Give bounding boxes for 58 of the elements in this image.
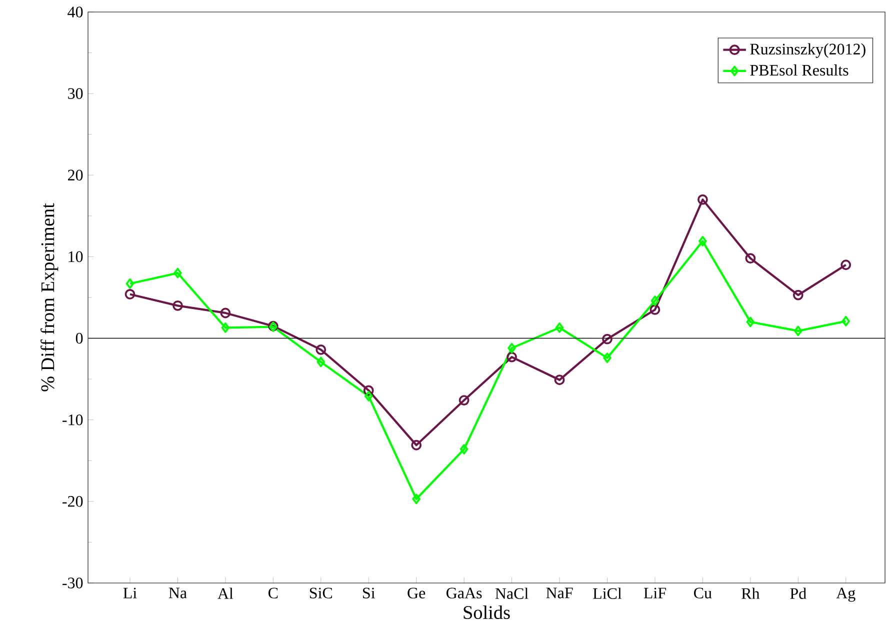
point (316, 344, 326, 355)
y-tick-label: 10 (68, 251, 83, 262)
point (650, 304, 660, 315)
point (698, 236, 707, 246)
y-tick-label: 40 (68, 6, 83, 18)
x-tick-label: Li (123, 588, 137, 598)
x-tick-label: Al (218, 588, 234, 599)
legend-label: PBEsol Results (750, 64, 848, 76)
y-tick-label: -20 (62, 496, 83, 507)
point (555, 322, 564, 333)
point (412, 494, 420, 504)
point (172, 300, 183, 311)
point (650, 296, 660, 306)
point (221, 322, 230, 333)
point (602, 334, 612, 344)
point (794, 326, 802, 336)
point (316, 356, 326, 368)
legend-label: Ruzsinszky(2012) (750, 43, 866, 58)
x-axis-title: Solids (464, 606, 510, 620)
x-tick-label: Ag (836, 588, 856, 602)
x-tick-label: NaF (546, 588, 573, 598)
x-tick-label: Na (168, 588, 187, 598)
x-tick-label: Si (363, 588, 375, 598)
x-tick-label: LiF (644, 588, 666, 598)
x-tick-label: C (268, 588, 278, 598)
y-tick-label: -30 (62, 578, 83, 588)
point (364, 390, 373, 402)
point (411, 440, 422, 450)
x-tick-label: GaAs (446, 588, 482, 598)
x-tick-label: LiCl (593, 588, 622, 599)
point (697, 194, 708, 205)
x-tick-label: Rh (742, 588, 760, 599)
y-tick-label: 20 (68, 170, 83, 181)
point (508, 342, 516, 354)
y-tick-label: 30 (68, 88, 83, 99)
point (840, 260, 852, 270)
x-tick-label: NaCl (495, 588, 528, 599)
point (458, 395, 470, 406)
point (220, 308, 231, 318)
point (126, 278, 134, 289)
x-tick-label: SiC (310, 588, 332, 598)
point (745, 253, 756, 264)
x-tick-label: Ge (408, 588, 426, 598)
point (174, 268, 182, 278)
point (746, 316, 755, 328)
point (363, 385, 374, 396)
y-tick-label: 0 (76, 332, 83, 344)
point (124, 289, 136, 300)
point (460, 444, 468, 454)
x-tick-label: Cu (694, 588, 712, 598)
point (842, 316, 850, 326)
point (792, 290, 804, 300)
point (506, 352, 517, 362)
y-axis-title: % Diff from Experiment (40, 203, 58, 392)
point (603, 352, 612, 364)
y-tick-label: -10 (62, 414, 83, 426)
point (554, 374, 565, 386)
x-tick-label: Pd (790, 588, 806, 599)
